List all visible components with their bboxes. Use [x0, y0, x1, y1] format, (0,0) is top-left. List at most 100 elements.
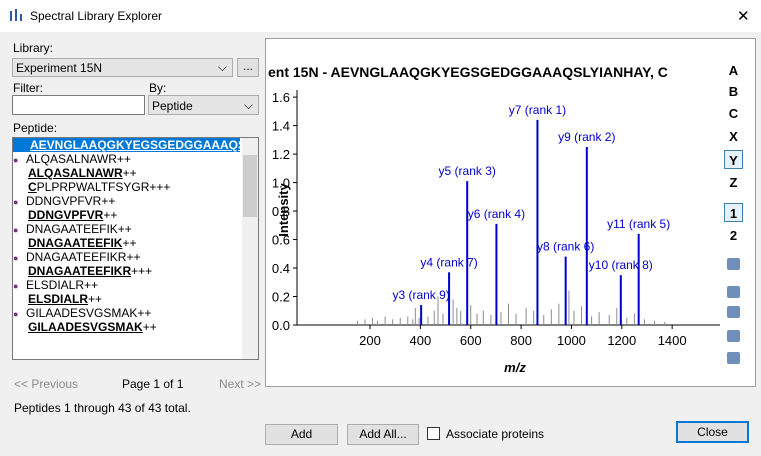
- tool-icon[interactable]: [727, 306, 740, 318]
- x-tick-label: 800: [510, 333, 532, 348]
- peptide-charge: +++: [131, 264, 153, 278]
- library-combo[interactable]: Experiment 15N ⌵: [12, 58, 233, 77]
- peptide-charge: ++: [142, 320, 157, 334]
- peptide-charge: ++: [88, 292, 103, 306]
- peptide-row: ● GILAADESVGSMAK++: [13, 306, 258, 320]
- ion-label: y8 (rank 6): [537, 240, 594, 254]
- y-tick-label: 0.6: [272, 233, 290, 248]
- y-tick-label: 1.0: [272, 176, 290, 191]
- by-combo[interactable]: Peptide ⌵: [148, 95, 259, 115]
- ion-label: y9 (rank 2): [558, 130, 615, 144]
- x-axis-label: m/z: [504, 360, 526, 375]
- peptide-charge: ++: [103, 208, 118, 222]
- y-tick-label: 0.0: [272, 318, 290, 333]
- library-icon: ●: [13, 155, 19, 165]
- ion-label: y4 (rank 7): [420, 255, 477, 269]
- close-button[interactable]: Close: [676, 421, 749, 443]
- tool-icon[interactable]: [727, 330, 740, 342]
- library-icon: ●: [13, 197, 19, 207]
- peptide-sequence: ALQASALNAWR: [26, 152, 117, 166]
- app-icon: [10, 9, 22, 21]
- peptide-row: ALQASALNAWR++: [13, 166, 258, 180]
- peptide-row: GILAADESVGSMAK++: [13, 320, 258, 334]
- peptide-sequence: GILAADESVGSMAK: [26, 306, 138, 320]
- filter-label: Filter:: [13, 81, 43, 95]
- tool-icon[interactable]: [727, 286, 740, 298]
- peptide-sequence: DNAGAATEEFIKR: [26, 250, 127, 264]
- ion-toggle[interactable]: 1: [724, 203, 743, 222]
- x-tick-label: 1200: [607, 333, 636, 348]
- browse-button[interactable]: ...: [237, 58, 259, 77]
- scrollbar: [242, 138, 258, 359]
- library-icon: ●: [13, 253, 19, 263]
- peptide-sequence: ELSDIALR: [28, 292, 88, 306]
- peptide-row: ● ALQASALNAWR++: [13, 152, 258, 166]
- add-all-button[interactable]: Add All...: [347, 424, 419, 445]
- peptide-row: CPLPRPWALTFSYGR+++: [13, 180, 258, 194]
- associate-checkbox[interactable]: [427, 427, 440, 440]
- y-tick-label: 1.2: [272, 147, 290, 162]
- x-tick-label: 1000: [557, 333, 586, 348]
- peptide-charge: +++: [149, 180, 171, 194]
- ion-label: y10 (rank 8): [589, 258, 653, 272]
- ion-toggle[interactable]: Y: [724, 150, 743, 169]
- y-tick-label: 1.4: [272, 119, 290, 134]
- filter-input[interactable]: [12, 95, 145, 115]
- peptide-row: DNAGAATEEFIKR+++: [13, 264, 258, 278]
- ion-toggle[interactable]: Z: [729, 175, 738, 190]
- ion-label: y6 (rank 4): [468, 207, 525, 221]
- peptide-label: Peptide:: [13, 121, 58, 135]
- peptide-sequence-rest: PLPRPWALTFSYGR: [36, 180, 150, 194]
- ion-toggle[interactable]: B: [728, 84, 739, 99]
- peptide-sequence: AEVNGLAAQGKYEGSGEDGGAAAQS: [30, 138, 247, 152]
- ion-toggle[interactable]: A: [728, 63, 739, 78]
- x-tick-label: 200: [359, 333, 381, 348]
- by-label: By:: [149, 81, 167, 95]
- x-tick-label: 600: [460, 333, 482, 348]
- peptide-sequence: ALQASALNAWR: [28, 166, 123, 180]
- associate-label: Associate proteins: [446, 427, 545, 441]
- chart: ent 15N - AEVNGLAAQGKYEGSGEDGGAAAQSLYIAN…: [268, 64, 720, 375]
- peptide-charge: ++: [116, 152, 131, 166]
- chart-panel: [265, 38, 756, 387]
- tool-icon[interactable]: [727, 258, 740, 270]
- peptide-row: AEVNGLAAQGKYEGSGEDGGAAAQS: [13, 138, 246, 152]
- peptide-charge: ++: [101, 194, 116, 208]
- peptide-list[interactable]: AEVNGLAAQGKYEGSGEDGGAAAQS ● ALQASALNAWR++ A…: [12, 137, 259, 360]
- peptide-charge: ++: [122, 166, 137, 180]
- peptide-row: ● DDNGVPFVR++: [13, 194, 258, 208]
- ion-label: y7 (rank 1): [509, 103, 566, 117]
- window-title: Spectral Library Explorer: [30, 9, 163, 23]
- next-link[interactable]: Next >>: [219, 377, 262, 391]
- peptide-row: DDNGVPFVR++: [13, 208, 258, 222]
- library-icon: ●: [13, 225, 19, 235]
- peptide-charge: ++: [84, 278, 99, 292]
- y-tick-label: 0.8: [272, 204, 290, 219]
- peptide-charge: ++: [137, 306, 152, 320]
- by-value: Peptide: [152, 99, 193, 113]
- ion-toggle[interactable]: 2: [729, 228, 738, 243]
- page-indicator: Page 1 of 1: [122, 377, 184, 391]
- peptide-sequence: GILAADESVGSMAK: [28, 320, 143, 334]
- tool-icon[interactable]: [727, 352, 740, 364]
- library-label: Library:: [13, 41, 54, 55]
- previous-link[interactable]: << Previous: [14, 377, 79, 391]
- peptide-row: ● DNAGAATEEFIK++: [13, 222, 258, 236]
- title-bar: Spectral Library Explorer ✕: [0, 0, 761, 32]
- add-button[interactable]: Add: [265, 424, 338, 445]
- peptide-sequence: ELSDIALR: [26, 278, 85, 292]
- y-tick-label: 1.6: [272, 90, 290, 105]
- ion-toggle[interactable]: C: [728, 106, 739, 121]
- y-tick-label: 0.2: [272, 290, 290, 305]
- peptide-sequence: DDNGVPFVR: [28, 208, 104, 222]
- close-window[interactable]: ✕: [737, 8, 750, 25]
- peptide-charge: ++: [117, 222, 132, 236]
- peptide-row: ● ELSDIALR++: [13, 278, 258, 292]
- peptide-row: ELSDIALR++: [13, 292, 258, 306]
- ion-toggle[interactable]: X: [729, 129, 738, 144]
- x-tick-label: 400: [410, 333, 432, 348]
- peptide-sequence: C: [28, 180, 37, 194]
- status-text: Peptides 1 through 43 of 43 total.: [14, 401, 191, 415]
- ion-label: y11 (rank 5): [607, 217, 670, 231]
